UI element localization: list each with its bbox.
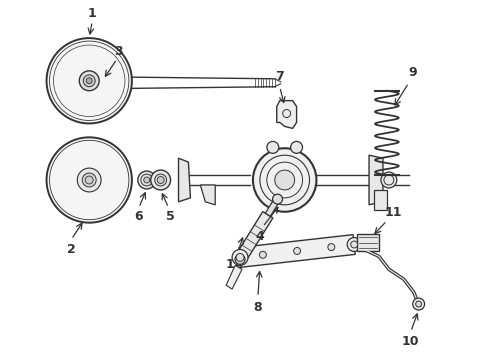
Circle shape (77, 168, 101, 192)
Circle shape (144, 177, 150, 183)
Circle shape (294, 247, 300, 255)
Text: 4: 4 (255, 230, 264, 243)
Text: 11: 11 (384, 206, 402, 219)
Text: 6: 6 (135, 210, 143, 223)
Text: 5: 5 (166, 210, 175, 223)
Circle shape (235, 255, 245, 264)
Polygon shape (369, 155, 383, 205)
Circle shape (85, 176, 93, 184)
Text: 3: 3 (115, 45, 123, 58)
Circle shape (328, 244, 335, 251)
Circle shape (47, 137, 132, 223)
Polygon shape (235, 212, 273, 262)
Text: 8: 8 (254, 301, 262, 314)
Circle shape (151, 170, 171, 190)
Text: 10: 10 (402, 335, 419, 348)
Polygon shape (239, 235, 355, 267)
Circle shape (381, 172, 397, 188)
Polygon shape (374, 190, 387, 210)
Circle shape (155, 174, 167, 186)
Polygon shape (200, 185, 215, 205)
FancyBboxPatch shape (357, 234, 379, 251)
Circle shape (275, 170, 294, 190)
Polygon shape (178, 158, 191, 202)
Circle shape (267, 141, 279, 153)
Circle shape (138, 171, 156, 189)
Polygon shape (226, 265, 242, 289)
Text: 2: 2 (67, 243, 76, 256)
Circle shape (83, 75, 95, 87)
Polygon shape (277, 100, 296, 129)
Circle shape (272, 194, 283, 204)
Circle shape (259, 251, 267, 258)
Circle shape (86, 78, 92, 84)
Circle shape (351, 241, 358, 248)
Circle shape (232, 249, 248, 265)
Circle shape (236, 253, 244, 261)
Circle shape (413, 298, 425, 310)
Text: 7: 7 (275, 70, 284, 83)
Text: 12: 12 (225, 258, 243, 271)
Circle shape (291, 141, 302, 153)
Text: 9: 9 (408, 66, 417, 79)
Circle shape (157, 176, 164, 184)
Circle shape (416, 301, 421, 307)
Circle shape (82, 173, 96, 187)
Circle shape (141, 174, 153, 186)
Circle shape (79, 71, 99, 91)
Text: 1: 1 (88, 7, 97, 20)
Circle shape (47, 38, 132, 123)
Circle shape (347, 238, 361, 251)
Circle shape (253, 148, 317, 212)
Polygon shape (265, 198, 280, 216)
